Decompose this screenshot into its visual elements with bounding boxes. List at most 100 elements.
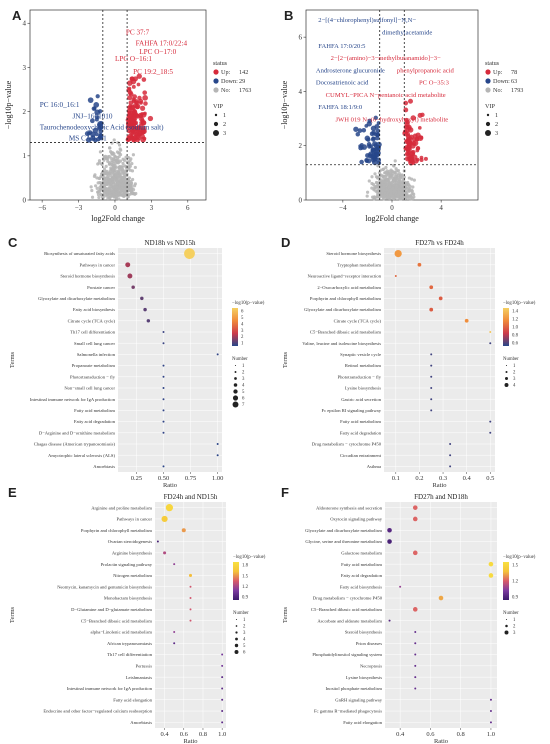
data-point-no: [104, 164, 108, 168]
data-point-up: [404, 117, 409, 123]
enrichment-dot: [414, 653, 417, 656]
data-point-no: [98, 180, 102, 185]
enrichment-dot: [430, 353, 433, 356]
data-point-no: [408, 184, 412, 188]
enrichment-dot: [489, 698, 492, 701]
y-tick-label: 0: [299, 196, 303, 204]
data-point-no: [410, 177, 414, 181]
data-point-down: [94, 109, 101, 116]
color-legend: −log10(p−value) 1.8 1.5 1.2 0.9 Number 1 23 45 6: [233, 555, 266, 656]
colorbar-title: −log10(p−value): [503, 301, 536, 306]
term-label: Propanoate metabolism: [72, 363, 116, 368]
data-point-no: [370, 186, 374, 190]
data-point-up: [405, 132, 411, 137]
data-point-up: [140, 105, 146, 111]
data-point-no: [120, 170, 124, 174]
y-tick-label: 3: [23, 64, 27, 72]
legend-value: 1793: [511, 87, 523, 94]
data-point-up: [412, 133, 418, 139]
data-point-no: [128, 168, 132, 172]
enrichment-dot: [414, 664, 417, 667]
enrichment-dot: [430, 398, 433, 401]
data-point-down: [353, 126, 359, 132]
data-point-up: [409, 150, 415, 157]
colorbar-tick: 5: [241, 316, 244, 321]
panel-label-c: C: [8, 235, 18, 250]
term-label: Fatty acid biosynthesis: [340, 584, 382, 589]
plot-title: FD27h and ND18h: [414, 493, 468, 501]
enrichment-dot: [414, 642, 417, 645]
data-point-no: [391, 163, 396, 168]
enrichment-dot: [489, 431, 492, 434]
term-label: Chagas disease (American trypanosomiasis…: [34, 442, 116, 447]
enrichment-dot: [140, 296, 144, 301]
enrichment-e: FD24h and ND15h Arginine and proline meta…: [9, 493, 266, 744]
data-point-no: [392, 196, 396, 201]
data-point-no: [130, 161, 134, 166]
x-tick-label: 0.75: [185, 475, 196, 482]
data-point-no: [398, 182, 403, 186]
term-label: Neuroactive ligand−receptor interaction: [307, 274, 381, 279]
enrichment-dot: [163, 551, 167, 555]
vip-label: 2: [495, 121, 498, 128]
term-label: Tryptophan metabolism: [337, 262, 381, 267]
enrichment-dot: [146, 319, 151, 323]
term-label: Pertussis: [136, 663, 153, 668]
legend-swatch: [213, 69, 219, 75]
colorbar-tick: 6: [241, 310, 244, 315]
data-point-no: [115, 185, 119, 190]
data-point-no: [110, 160, 114, 165]
data-point-up: [130, 127, 136, 133]
data-point-no: [108, 191, 112, 196]
data-point-no: [118, 159, 123, 163]
data-point-no: [127, 193, 131, 197]
data-point-down: [93, 102, 100, 108]
colorbar-tick: 1.5: [242, 574, 249, 579]
data-point-down: [367, 118, 373, 124]
size-legend-label: 3: [513, 631, 516, 636]
term-label: Amoebiasis: [93, 464, 115, 469]
term-label: C5−Branched dibasic acid metabolism: [310, 330, 382, 335]
data-point-no: [126, 178, 130, 182]
term-label: Glyoxylate and dicarboxylate metabolism: [304, 307, 381, 312]
panel-label-d: D: [281, 235, 290, 250]
term-label: Phototransduction − fly: [338, 374, 382, 379]
vip-swatch: [214, 113, 218, 117]
data-point-no: [117, 143, 122, 147]
colorbar-tick: 1.2: [512, 580, 519, 585]
x-tick-label: 0.25: [131, 475, 142, 482]
enrichment-dot: [161, 515, 168, 523]
term-label: Fatty acid degradation: [74, 419, 116, 424]
data-point-no: [114, 158, 118, 162]
data-point-up: [412, 140, 419, 147]
enrichment-dot: [125, 262, 131, 268]
data-point-down: [98, 135, 104, 141]
enrichment-dot: [216, 353, 219, 356]
x-tick-label: 1.0: [218, 731, 226, 738]
enrichment-dot: [189, 597, 192, 600]
data-point-no: [377, 171, 382, 175]
x-tick-label: 0.6: [426, 731, 435, 738]
term-label: Intestinal immune network for IgA produc…: [67, 686, 153, 691]
enrichment-dot: [430, 387, 433, 389]
panel-label-f: F: [281, 485, 289, 500]
data-point-no: [119, 175, 123, 179]
data-point-no: [374, 189, 378, 193]
colorbar-tick: 1.5: [512, 564, 519, 569]
colorbar-tick: 3: [241, 329, 244, 334]
term-label: Pathways in cancer: [117, 517, 153, 522]
data-point-no: [100, 194, 104, 199]
data-point-no: [367, 179, 371, 183]
legend-swatch: [485, 87, 491, 93]
enrichment-dot: [488, 573, 494, 578]
data-point-up: [127, 112, 134, 118]
vip-label: 3: [223, 130, 226, 137]
data-point-no: [388, 193, 392, 197]
x-tick-label: 0.6: [180, 731, 189, 738]
size-legend-title: Number: [232, 357, 248, 362]
term-label: Phosphatidylinositol signaling system: [312, 652, 382, 657]
data-point-down: [364, 123, 369, 128]
size-legend-label: 3: [242, 377, 245, 382]
y-tick-label: 2: [299, 142, 303, 150]
